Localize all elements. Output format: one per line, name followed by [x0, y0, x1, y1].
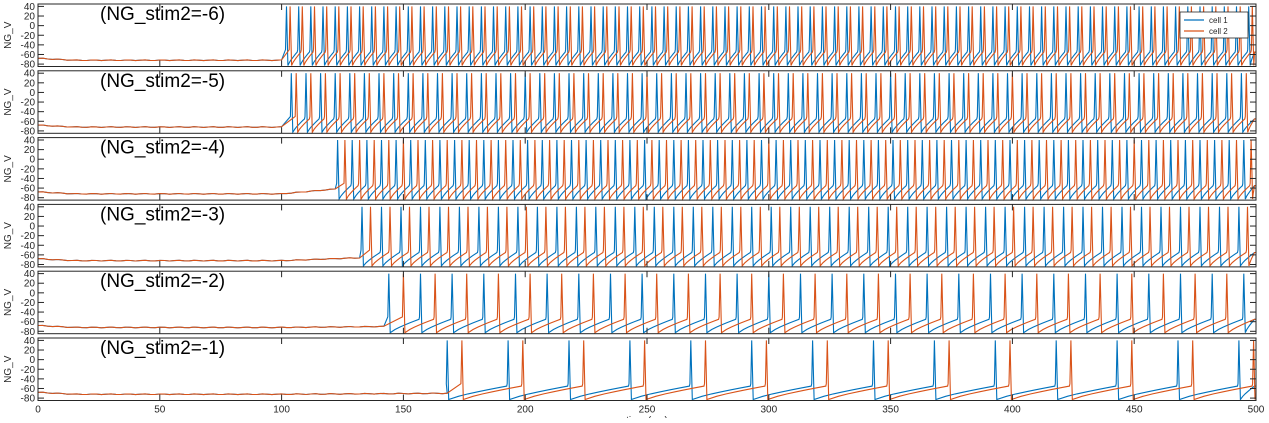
- y-tick-label: -40: [21, 241, 36, 252]
- y-tick-label: 40: [24, 202, 36, 213]
- legend-box: [1179, 11, 1249, 39]
- y-tick-label: 20: [24, 346, 36, 357]
- y-tick-label: -80: [21, 193, 36, 204]
- y-axis-label: NG_V: [3, 21, 14, 49]
- x-tick-label: 100: [273, 405, 290, 416]
- y-tick-label: -40: [21, 40, 36, 51]
- panel-title: (NG_stim2=-1): [100, 338, 225, 359]
- y-tick-label: 40: [24, 269, 36, 280]
- y-tick-label: 20: [24, 145, 36, 156]
- y-tick-label: -60: [21, 384, 36, 395]
- x-tick-label: 450: [1126, 405, 1143, 416]
- x-tick-label: 350: [882, 405, 899, 416]
- trace-cell-1-panel-1: [37, 6, 1256, 66]
- x-tick-label: 300: [760, 405, 777, 416]
- y-tick-label: 0: [29, 21, 35, 32]
- legend-label: cell 1: [1209, 16, 1228, 25]
- panel-title: (NG_stim2=-5): [100, 71, 225, 92]
- trace-cell-1-panel-2: [37, 73, 1256, 135]
- y-tick-label: -60: [21, 50, 36, 61]
- trace-cell-2-panel-4: [37, 206, 1256, 268]
- x-tick-label: 500: [1248, 405, 1265, 416]
- panel-title: (NG_stim2=-4): [100, 138, 225, 159]
- y-tick-label: -60: [21, 250, 36, 261]
- y-tick-label: -20: [21, 164, 36, 175]
- y-tick-label: 40: [24, 2, 36, 13]
- y-tick-label: -80: [21, 260, 36, 271]
- y-tick-label: -60: [21, 117, 36, 128]
- x-tick-label: 50: [154, 405, 166, 416]
- y-tick-label: 20: [24, 78, 36, 89]
- y-tick-label: -80: [21, 126, 36, 137]
- y-tick-label: 40: [24, 336, 36, 347]
- x-tick-label: 0: [35, 405, 41, 416]
- x-tick-label: 400: [1004, 405, 1021, 416]
- y-axis-label: NG_V: [3, 289, 14, 317]
- y-tick-label: -40: [21, 374, 36, 385]
- y-tick-label: -60: [21, 317, 36, 328]
- y-tick-label: 0: [29, 355, 35, 366]
- y-tick-label: -40: [21, 174, 36, 185]
- x-tick-label: 200: [517, 405, 534, 416]
- y-tick-label: 40: [24, 136, 36, 147]
- panel-title: (NG_stim2=-2): [100, 271, 225, 292]
- y-tick-label: -20: [21, 98, 36, 109]
- x-tick-label: 250: [639, 405, 656, 416]
- y-tick-label: -20: [21, 365, 36, 376]
- trace-cell-2-panel-5: [37, 273, 1256, 334]
- y-axis-label: NG_V: [3, 222, 14, 250]
- y-tick-label: 0: [29, 155, 35, 166]
- trace-cell-2-panel-1: [37, 6, 1256, 66]
- y-tick-label: -80: [21, 60, 36, 71]
- y-tick-label: -80: [21, 394, 36, 405]
- y-tick-label: 20: [24, 12, 36, 23]
- y-tick-label: 0: [29, 222, 35, 233]
- trace-cell-2-panel-2: [37, 73, 1256, 135]
- y-axis-label: NG_V: [3, 88, 14, 116]
- y-tick-label: -40: [21, 308, 36, 319]
- panel-title: (NG_stim2=-3): [100, 204, 225, 225]
- y-tick-label: 40: [24, 69, 36, 80]
- x-tick-label: 150: [395, 405, 412, 416]
- y-tick-label: 0: [29, 288, 35, 299]
- y-axis-label: NG_V: [3, 355, 14, 383]
- y-tick-label: -20: [21, 231, 36, 242]
- panel-title: (NG_stim2=-6): [100, 4, 225, 25]
- trace-cell-2-panel-6: [37, 340, 1256, 401]
- y-tick-label: 20: [24, 279, 36, 290]
- y-tick-label: 0: [29, 88, 35, 99]
- trace-cell-1-panel-4: [37, 206, 1256, 268]
- y-tick-label: -80: [21, 327, 36, 338]
- legend-label: cell 2: [1209, 27, 1228, 36]
- trace-cell-2-panel-3: [37, 139, 1256, 202]
- y-tick-label: -60: [21, 184, 36, 195]
- y-tick-label: -20: [21, 31, 36, 42]
- y-tick-label: -20: [21, 298, 36, 309]
- y-axis-label: NG_V: [3, 155, 14, 183]
- y-tick-label: -40: [21, 107, 36, 118]
- y-tick-label: 20: [24, 212, 36, 223]
- trace-cell-1-panel-3: [37, 139, 1256, 202]
